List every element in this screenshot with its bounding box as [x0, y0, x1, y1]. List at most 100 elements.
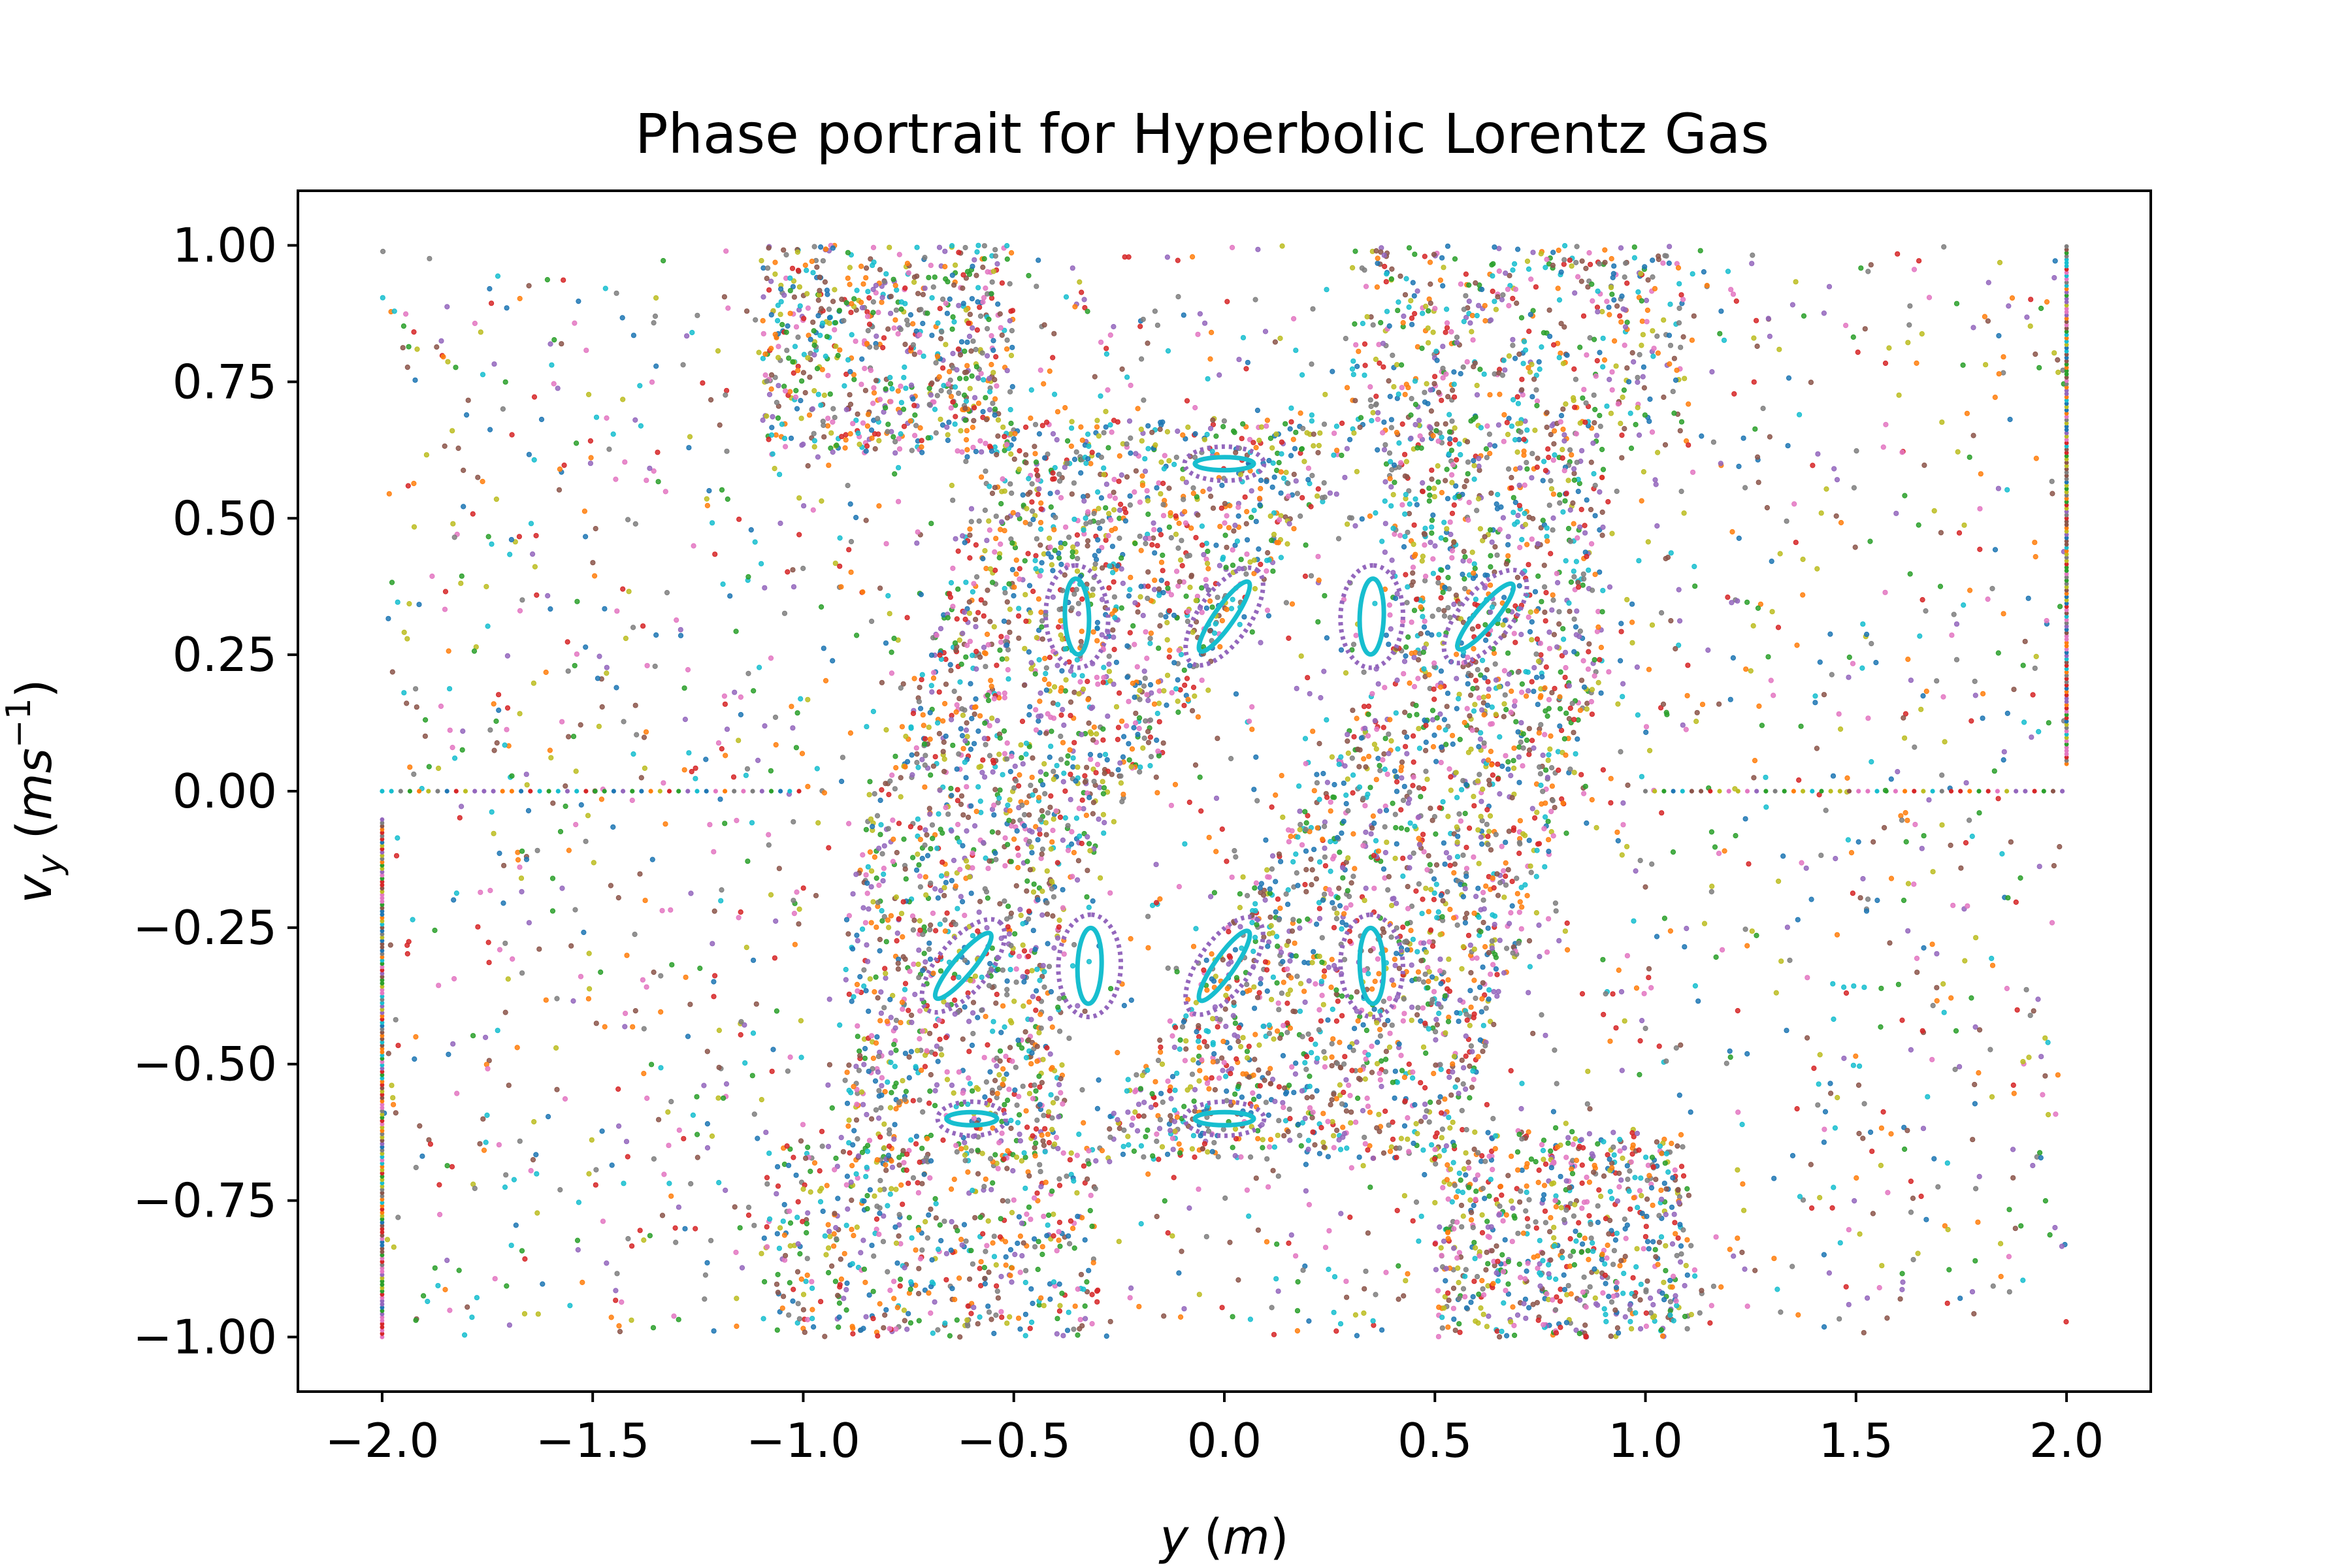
scatter-point [917, 332, 923, 338]
scatter-point [1953, 1028, 1959, 1034]
scatter-point [893, 1326, 899, 1332]
scatter-point [943, 1277, 949, 1282]
scatter-point [877, 585, 883, 591]
scatter-point [1636, 558, 1642, 564]
scatter-point [1567, 1236, 1573, 1242]
scatter-point [1145, 340, 1151, 346]
scatter-point [992, 412, 998, 418]
scatter-point [1610, 274, 1616, 280]
scatter-point [380, 295, 385, 301]
scatter-point [586, 1171, 592, 1177]
scatter-point [1258, 485, 1264, 492]
scatter-point [485, 1066, 491, 1071]
scatter-point [1624, 596, 1630, 602]
scatter-point [1741, 1207, 1747, 1213]
scatter-point [1997, 259, 2003, 265]
scatter-point [1229, 874, 1235, 880]
scatter-point [819, 367, 825, 372]
scatter-point [668, 907, 674, 913]
scatter-point [1920, 693, 1926, 699]
scatter-point [1266, 457, 1272, 464]
scatter-point [1888, 875, 1895, 881]
scatter-point [1452, 1183, 1458, 1188]
scatter-point [1269, 804, 1275, 810]
scatter-point [799, 378, 805, 384]
scatter-point [1582, 783, 1588, 789]
scatter-point [1479, 286, 1485, 293]
scatter-point [480, 372, 486, 378]
scatter-point [1573, 376, 1578, 382]
scatter-point [945, 432, 951, 438]
scatter-point [1343, 336, 1348, 342]
scatter-point [1199, 523, 1205, 529]
scatter-point [2052, 258, 2058, 264]
scatter-point [1186, 799, 1192, 806]
scatter-point [1399, 362, 1405, 368]
scatter-point [1045, 1222, 1051, 1228]
scatter-point [1814, 745, 1820, 751]
scatter-point [1808, 1162, 1814, 1168]
scatter-point [1205, 376, 1211, 382]
scatter-point [727, 593, 733, 599]
scatter-point [873, 290, 879, 296]
scatter-point [948, 405, 954, 411]
scatter-point [795, 1199, 801, 1205]
scatter-point [1603, 1311, 1609, 1318]
scatter-point [1604, 1255, 1610, 1261]
scatter-point [2038, 1054, 2044, 1060]
scatter-point [1855, 839, 1861, 845]
scatter-point [1727, 1247, 1733, 1252]
scatter-point [1678, 344, 1684, 350]
scatter-point [1266, 1070, 1271, 1076]
scatter-point [1989, 585, 1995, 592]
scatter-point [811, 244, 817, 250]
scatter-point [1674, 1252, 1680, 1259]
scatter-point [797, 1251, 803, 1257]
scatter-point [1599, 1256, 1605, 1263]
scatter-point [896, 498, 902, 504]
scatter-point [1722, 848, 1727, 854]
scatter-point [938, 1237, 944, 1244]
scatter-point [1451, 1226, 1457, 1232]
scatter-point [1473, 1196, 1478, 1202]
scatter-point [1561, 261, 1567, 267]
scatter-point [851, 1233, 857, 1239]
scatter-point [1868, 262, 1874, 268]
scatter-point [1464, 359, 1470, 365]
scatter-point [1244, 1187, 1250, 1193]
scatter-point [1563, 1320, 1569, 1326]
scatter-point [989, 279, 995, 285]
scatter-point [1615, 701, 1621, 707]
scatter-point [864, 1206, 870, 1212]
scatter-point [992, 377, 998, 383]
scatter-point [1505, 1259, 1511, 1265]
scatter-point [945, 381, 951, 387]
scatter-point [604, 670, 610, 676]
scatter-point [1401, 1293, 1407, 1299]
scatter-point [1612, 338, 1618, 344]
scatter-point [1052, 391, 1058, 397]
scatter-point [1609, 1299, 1615, 1305]
scatter-point [1223, 1073, 1229, 1079]
scatter-point [2031, 1008, 2036, 1014]
scatter-point [760, 355, 766, 361]
scatter-point [918, 591, 924, 598]
scatter-point [1279, 773, 1284, 779]
scatter-point [1401, 313, 1407, 319]
scatter-point [1363, 829, 1369, 836]
scatter-point [821, 434, 827, 440]
scatter-point [2057, 604, 2063, 610]
scatter-point [825, 1143, 832, 1150]
scatter-point [987, 389, 993, 395]
scatter-point [1834, 932, 1840, 938]
scatter-point [1903, 711, 1908, 717]
scatter-point [1443, 1278, 1448, 1284]
scatter-point [936, 1247, 941, 1252]
scatter-point [794, 1269, 801, 1275]
scatter-point [1143, 629, 1149, 635]
scatter-point [553, 1045, 559, 1051]
scatter-point [718, 898, 724, 904]
scatter-point [491, 747, 497, 753]
scatter-point [880, 345, 886, 351]
scatter-point [791, 1286, 796, 1292]
